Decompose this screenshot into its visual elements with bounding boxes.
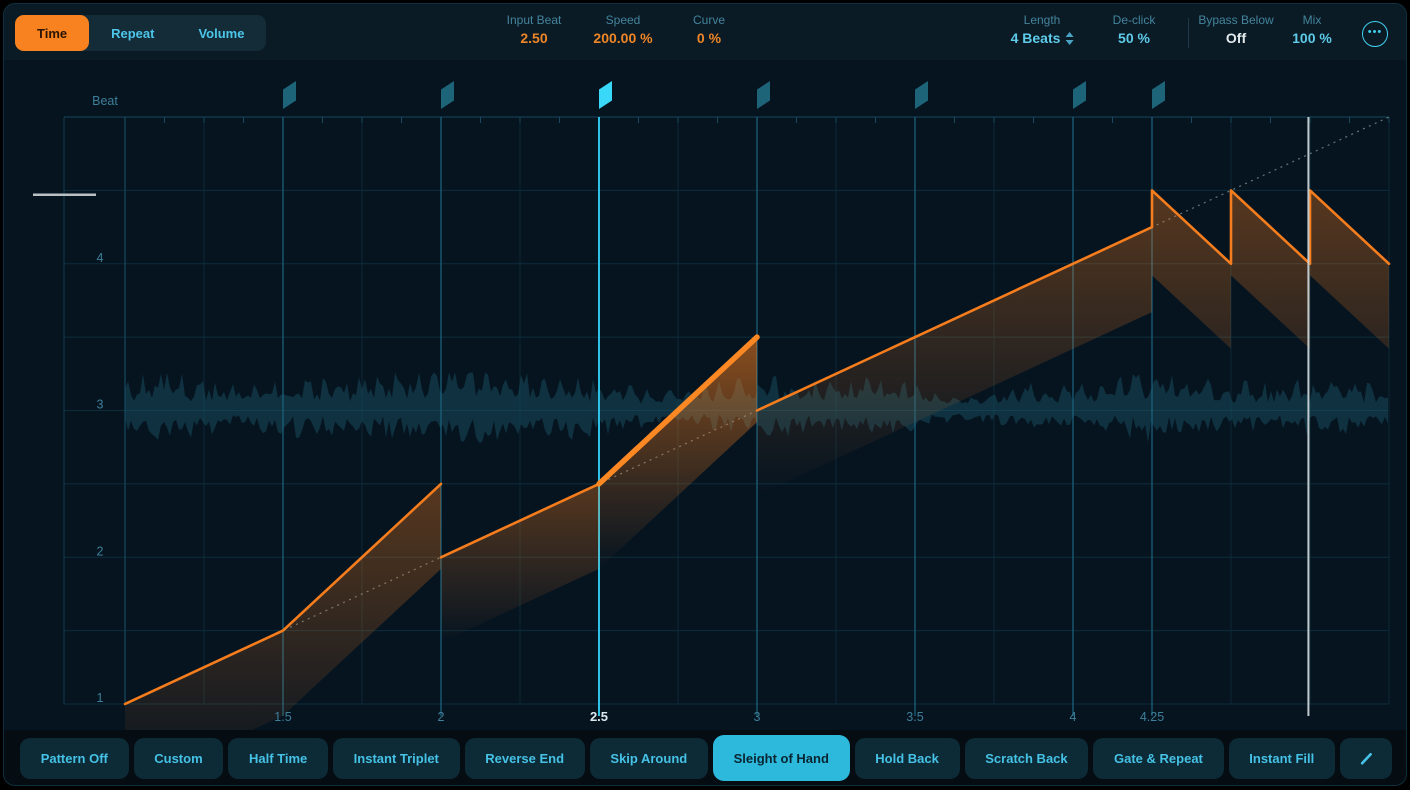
param-curve-value-text: 0 % (696, 30, 722, 46)
param-input-beat-value[interactable]: 2.50 (520, 28, 547, 49)
tab-volume[interactable]: Volume (176, 15, 266, 51)
param-mix-value[interactable]: 100 % (1292, 28, 1332, 49)
beat-flag[interactable] (915, 81, 928, 109)
x-axis-label: 3 (754, 710, 761, 724)
x-axis-label-current: 2.5 (590, 709, 608, 724)
beat-flag[interactable] (1152, 81, 1165, 109)
speed-segment-current[interactable] (596, 334, 760, 487)
param-curve: Curve 0 % (693, 13, 725, 49)
param-mix: Mix 100 % (1292, 13, 1332, 49)
speed-curve[interactable] (439, 482, 601, 559)
param-length-value-text: 4 Beats (1010, 30, 1061, 46)
beat-flag[interactable] (757, 81, 770, 109)
more-options-icon[interactable]: ••• (1362, 21, 1388, 47)
param-bypass-below-value[interactable]: Off (1226, 28, 1246, 49)
param-bypass-below-value-text: Off (1225, 30, 1247, 46)
y-axis-label: 2 (97, 544, 104, 558)
x-axis-label: 3.5 (906, 710, 923, 724)
curve-glow (125, 483, 441, 785)
param-curve-value[interactable]: 0 % (697, 28, 721, 49)
param-de-click-label: De-click (1112, 13, 1156, 27)
param-de-click: De-click 50 % (1113, 13, 1156, 49)
preset-instant-fill[interactable]: Instant Fill (1228, 737, 1335, 779)
param-mix-value-text: 100 % (1292, 30, 1332, 46)
param-speed-value[interactable]: 200.00 % (593, 28, 652, 49)
preset-hold-back[interactable]: Hold Back (854, 737, 960, 779)
y-axis-label: 1 (97, 691, 104, 705)
beat-flag[interactable] (441, 81, 454, 109)
x-axis-label: 1.5 (274, 710, 291, 724)
preset-reverse-end[interactable]: Reverse End (464, 737, 585, 779)
time-pattern-chart: Beat 4 3 2 1 1.5 2 2.5 3 3.5 4 4.25 (33, 81, 1391, 785)
speed-curve[interactable] (755, 189, 1391, 412)
beat-flag[interactable] (1073, 81, 1086, 109)
param-bypass-below-label: Bypass Below (1198, 13, 1274, 27)
preset-instant-triplet[interactable]: Instant Triplet (332, 737, 460, 779)
curve-glow (599, 337, 757, 569)
beat-flag-current[interactable] (599, 81, 612, 109)
param-mix-label: Mix (1302, 13, 1322, 27)
param-de-click-value-text: 50 % (1118, 30, 1150, 46)
pencil-icon (1360, 753, 1372, 765)
top-bar: Time Repeat Volume Input Beat 2.50 Speed 20… (4, 4, 1406, 60)
header-separator (1188, 18, 1189, 48)
param-curve-label: Curve (692, 13, 726, 27)
preset-pattern-off[interactable]: Pattern Off (20, 737, 129, 779)
y-axis-label: 3 (97, 398, 104, 412)
stepper-icon[interactable] (1065, 32, 1074, 45)
view-tab-group: Time Repeat Volume (15, 15, 267, 51)
param-input-beat-value-text: 2.50 (520, 30, 548, 46)
beat-flag[interactable] (283, 81, 296, 109)
curve-glow (441, 483, 599, 643)
preset-skip-around[interactable]: Skip Around (589, 737, 708, 779)
preset-gate-repeat[interactable]: Gate & Repeat (1093, 737, 1224, 779)
param-length-value[interactable]: 4 Beats (1011, 28, 1074, 49)
beat-breaker-window: Time Repeat Volume Input Beat 2.50 Speed 20… (3, 3, 1407, 786)
param-speed: Speed 200.00 % (593, 13, 652, 49)
preset-scratch-back[interactable]: Scratch Back (964, 737, 1089, 779)
param-speed-value-text: 200.00 % (593, 30, 653, 46)
pattern-editor: Beat 4 3 2 1 1.5 2 2.5 3 3.5 4 4.25 (4, 60, 1406, 785)
x-axis-label: 4 (1070, 710, 1077, 724)
preset-bar: Pattern Off Custom Half Time Instant Triple… (4, 730, 1406, 785)
x-axis-label: 4.25 (1140, 710, 1164, 724)
speed-curve[interactable] (123, 482, 443, 706)
param-length-label: Length (1023, 13, 1061, 27)
param-de-click-value[interactable]: 50 % (1118, 28, 1150, 49)
y-axis-label: 4 (97, 251, 104, 265)
param-speed-label: Speed (605, 13, 641, 27)
tab-time[interactable]: Time (15, 15, 90, 51)
curve-glow (757, 190, 1389, 496)
x-axis-label: 2 (438, 710, 445, 724)
preset-custom[interactable]: Custom (133, 737, 224, 779)
tab-repeat[interactable]: Repeat (89, 15, 176, 51)
param-bypass-below: Bypass Below Off (1198, 13, 1273, 49)
preset-sleight-of-hand[interactable]: Sleight of Hand (712, 735, 850, 781)
edit-pattern-button[interactable] (1339, 737, 1392, 779)
preset-half-time[interactable]: Half Time (228, 737, 328, 779)
y-axis-title: Beat (92, 94, 118, 108)
param-input-beat: Input Beat 2.50 (507, 13, 562, 49)
param-input-beat-label: Input Beat (506, 13, 562, 27)
param-length: Length 4 Beats (1011, 13, 1074, 49)
